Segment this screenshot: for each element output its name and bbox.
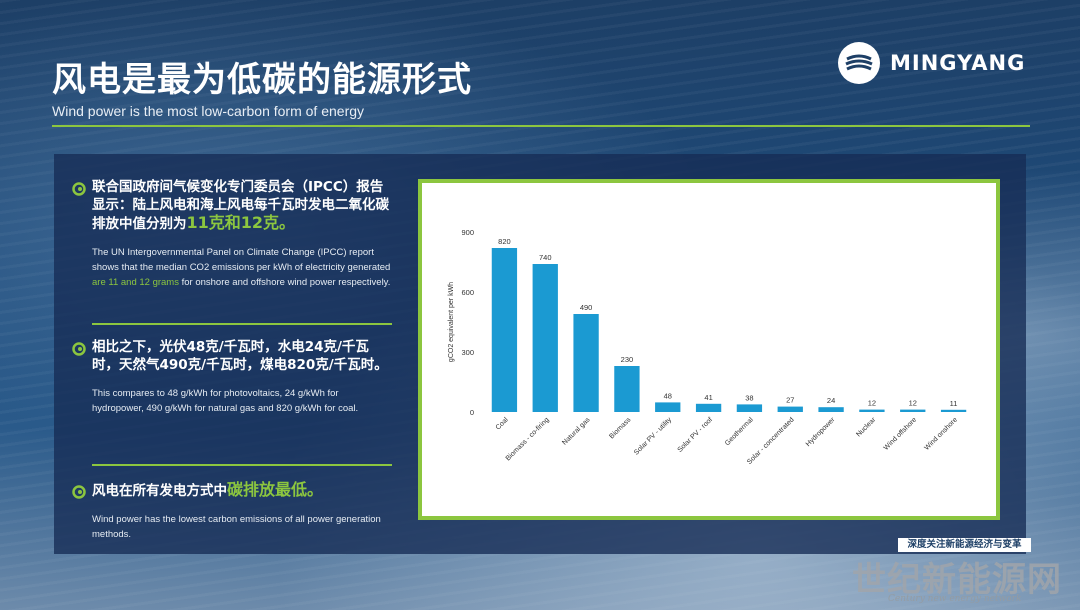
section-en-text: This compares to 48 g/kWh for photovolta… bbox=[92, 388, 359, 414]
data-label: 490 bbox=[580, 303, 593, 312]
section-cn-text: 联合国政府间气候变化专门委员会（IPCC）报告显示：陆上风电和海上风电每千瓦时发… bbox=[92, 179, 389, 232]
x-tick-label: Geothermal bbox=[724, 416, 755, 447]
bar bbox=[736, 404, 763, 412]
title-divider bbox=[52, 125, 1030, 127]
section-cn-text: 相比之下，光伏48克/千瓦时，水电24克/千瓦时，天然气490克/千瓦时，煤电8… bbox=[92, 339, 388, 373]
data-label: 11 bbox=[950, 399, 958, 408]
bar bbox=[655, 402, 681, 412]
section-cn-highlight: 11克和12克。 bbox=[186, 213, 296, 232]
data-label: 24 bbox=[827, 396, 835, 405]
bar bbox=[573, 314, 599, 412]
bullet-icon bbox=[72, 182, 86, 196]
bar bbox=[491, 248, 518, 412]
data-label: 27 bbox=[786, 396, 794, 405]
y-tick-label: 0 bbox=[470, 408, 474, 417]
section-comparison: 相比之下，光伏48克/千瓦时，水电24克/千瓦时，天然气490克/千瓦时，煤电8… bbox=[72, 338, 392, 416]
x-tick-label: Wind offshore bbox=[883, 416, 918, 451]
logo-icon bbox=[838, 42, 880, 84]
bar bbox=[695, 403, 722, 412]
x-tick-label: Coal bbox=[495, 416, 510, 431]
bar bbox=[818, 407, 844, 412]
y-tick-label: 900 bbox=[461, 228, 474, 237]
section-divider bbox=[92, 323, 392, 325]
x-tick-label: Wind onshore bbox=[923, 416, 959, 452]
section-conclusion: 风电在所有发电方式中碳排放最低。 Wind power has the lowe… bbox=[72, 481, 392, 542]
bar bbox=[532, 264, 558, 412]
x-tick-label: Solar PV - roof bbox=[677, 416, 714, 453]
emissions-chart: gCO2 equivalent per kWh 0 300 600 900 820 Coal… bbox=[418, 179, 1000, 520]
watermark-tagline: 深度关注新能源经济与变革 bbox=[898, 538, 1031, 552]
chart-canvas: gCO2 equivalent per kWh 0 300 600 900 820 Coal… bbox=[448, 228, 967, 466]
bar bbox=[777, 406, 803, 412]
watermark-brand: 世纪新能源网 bbox=[852, 560, 1062, 600]
x-tick-label: Solar - concentrated bbox=[746, 416, 796, 466]
x-tick-label: Biomass bbox=[608, 416, 632, 440]
bar bbox=[900, 409, 926, 412]
data-label: 41 bbox=[704, 393, 712, 402]
data-label: 12 bbox=[868, 399, 876, 408]
watermark-brand-en: Century new energy network bbox=[888, 594, 1022, 604]
bullet-icon bbox=[72, 342, 86, 356]
data-label: 12 bbox=[909, 399, 917, 408]
x-tick-label: Natural gas bbox=[561, 416, 592, 447]
x-tick-label: Hydropower bbox=[805, 416, 837, 448]
data-label: 820 bbox=[498, 237, 511, 246]
data-label: 230 bbox=[621, 355, 634, 364]
y-tick-label: 600 bbox=[461, 288, 474, 297]
logo-text: MINGYANG bbox=[890, 51, 1026, 75]
bullet-icon bbox=[72, 485, 86, 499]
data-label: 38 bbox=[745, 393, 753, 402]
bar bbox=[940, 409, 967, 412]
x-tick-label: Nuclear bbox=[855, 416, 877, 438]
section-cn-highlight: 碳排放最低。 bbox=[227, 480, 324, 499]
page-subtitle: Wind power is the most low-carbon form o… bbox=[52, 103, 365, 119]
section-cn-text: 风电在所有发电方式中碳排放最低。 bbox=[92, 480, 324, 500]
y-axis-label: gCO2 equivalent per kWh bbox=[448, 282, 455, 362]
section-ipcc: 联合国政府间气候变化专门委员会（IPCC）报告显示：陆上风电和海上风电每千瓦时发… bbox=[72, 178, 392, 290]
section-en-highlight: are 11 and 12 grams bbox=[92, 277, 179, 288]
bar bbox=[859, 409, 885, 412]
company-logo: MINGYANG bbox=[838, 42, 1025, 84]
section-divider bbox=[92, 464, 392, 466]
data-label: 48 bbox=[664, 391, 672, 400]
section-en-text: Wind power has the lowest carbon emissio… bbox=[92, 514, 381, 540]
x-tick-label: Solar PV - utility bbox=[633, 416, 674, 457]
x-tick-label: Biomass - co-firing bbox=[505, 416, 551, 462]
bar bbox=[614, 366, 640, 412]
section-en-text: The UN Intergovernmental Panel on Climat… bbox=[92, 247, 391, 288]
y-tick-label: 300 bbox=[461, 348, 474, 357]
data-label: 740 bbox=[539, 253, 552, 262]
page-title: 风电是最为低碳的能源形式 bbox=[52, 60, 472, 100]
